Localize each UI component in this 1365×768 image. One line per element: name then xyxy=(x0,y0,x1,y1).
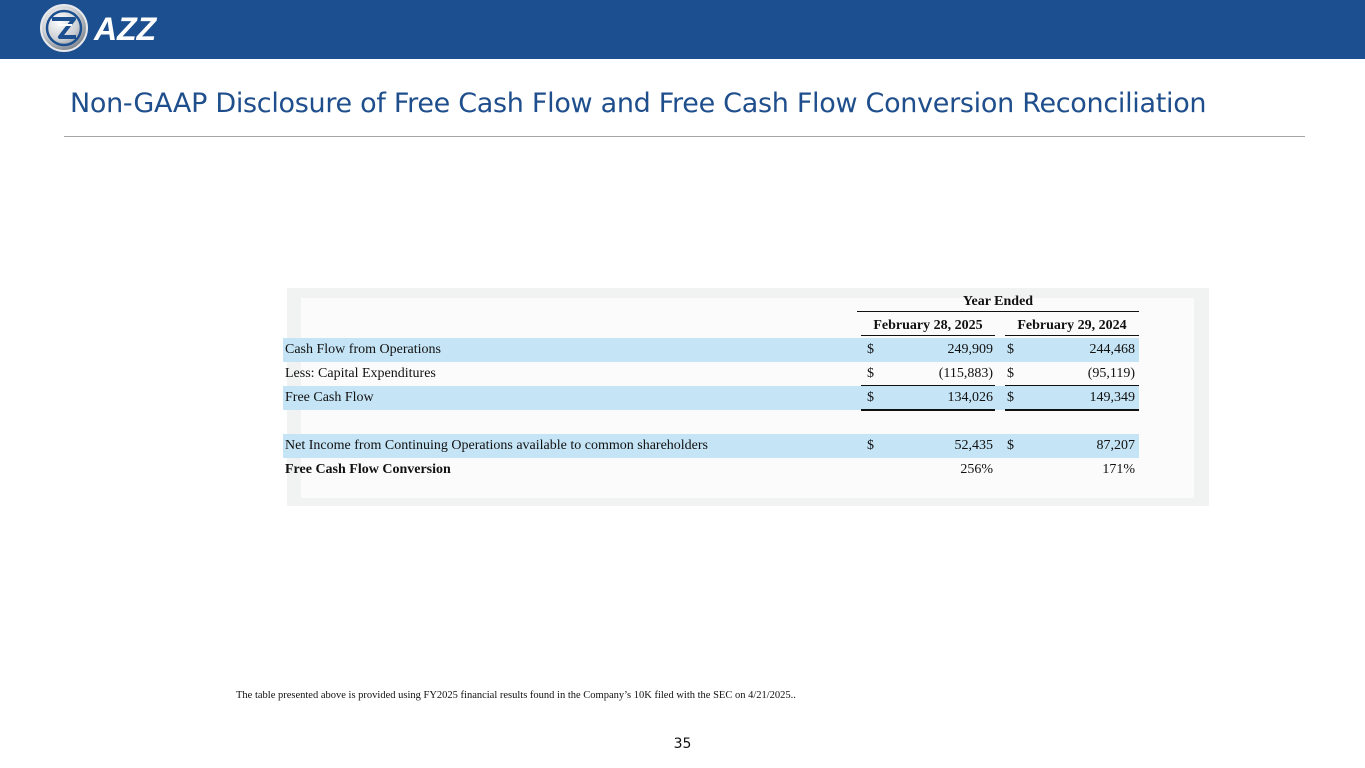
azz-logo: AZZ xyxy=(38,2,178,54)
currency-symbol: $ xyxy=(867,366,874,381)
svg-text:AZZ: AZZ xyxy=(93,11,158,47)
table-row: Cash Flow from Operations $ 249,909 $ 24… xyxy=(283,338,1139,362)
footnote: The table presented above is provided us… xyxy=(236,690,796,701)
value-fy2025: 256% xyxy=(960,462,993,477)
currency-symbol: $ xyxy=(1007,438,1014,453)
currency-symbol: $ xyxy=(1007,342,1014,357)
value-fy2025: 249,909 xyxy=(947,342,994,357)
subtotal-rule xyxy=(861,385,995,387)
table-row: Free Cash Flow $ 134,026 $ 149,349 xyxy=(283,386,1139,410)
currency-symbol: $ xyxy=(867,438,874,453)
row-label: Net Income from Continuing Operations av… xyxy=(285,438,709,453)
currency-symbol: $ xyxy=(1007,390,1014,405)
value-fy2024: 171% xyxy=(1102,462,1135,477)
page-title: Non-GAAP Disclosure of Free Cash Flow an… xyxy=(70,88,1207,119)
table-row: Free Cash Flow Conversion 256% 171% xyxy=(283,458,1139,482)
currency-symbol: $ xyxy=(867,390,874,405)
row-label: Free Cash Flow xyxy=(285,390,374,405)
column-header-fy2025: February 28, 2025 xyxy=(861,316,995,336)
row-label: Free Cash Flow Conversion xyxy=(285,462,451,477)
total-rule xyxy=(861,409,995,411)
period-header: Year Ended xyxy=(857,292,1139,312)
total-rule xyxy=(1005,409,1139,411)
value-fy2024: 244,468 xyxy=(1089,342,1136,357)
title-divider xyxy=(64,136,1305,137)
header-band: AZZ xyxy=(0,0,1365,59)
value-fy2025: (115,883) xyxy=(938,366,993,381)
value-fy2025: 134,026 xyxy=(947,390,994,405)
page-number: 35 xyxy=(673,736,692,752)
currency-symbol: $ xyxy=(867,342,874,357)
value-fy2024: 87,207 xyxy=(1096,438,1136,453)
currency-symbol: $ xyxy=(1007,366,1014,381)
table-row: Net Income from Continuing Operations av… xyxy=(283,434,1139,458)
row-label: Less: Capital Expenditures xyxy=(285,366,436,381)
value-fy2024: (95,119) xyxy=(1087,366,1135,381)
table-row: Less: Capital Expenditures $ (115,883) $… xyxy=(283,362,1139,386)
value-fy2024: 149,349 xyxy=(1089,390,1136,405)
value-fy2025: 52,435 xyxy=(954,438,994,453)
row-label: Cash Flow from Operations xyxy=(285,342,441,357)
column-header-fy2024: February 29, 2024 xyxy=(1005,316,1139,336)
subtotal-rule xyxy=(1005,385,1139,387)
